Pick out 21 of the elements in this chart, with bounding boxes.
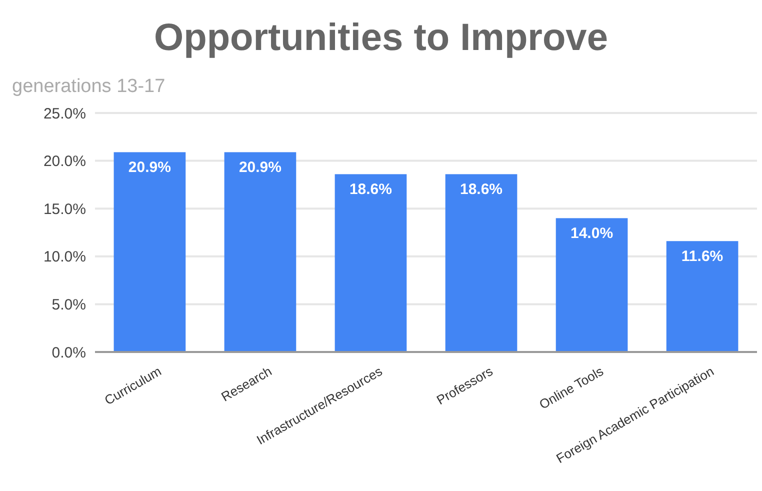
data-label: 18.6% — [460, 181, 503, 198]
chart-title: Opportunities to Improve — [154, 17, 608, 59]
bar — [445, 174, 518, 352]
data-label: 18.6% — [349, 181, 392, 198]
data-label: 11.6% — [681, 248, 724, 266]
y-tick-label: 20.0% — [43, 153, 86, 170]
y-tick-label: 10.0% — [43, 248, 86, 266]
chart-subtitle: generations 13-17 — [12, 76, 166, 97]
bar — [556, 218, 628, 352]
bar — [666, 241, 738, 352]
bar — [224, 152, 296, 352]
y-tick-label: 25.0% — [43, 105, 86, 122]
y-tick-label: 0.0% — [52, 344, 86, 362]
data-label: 14.0% — [570, 225, 614, 242]
data-label: 20.9% — [238, 159, 282, 176]
bar — [114, 152, 186, 352]
bar — [334, 174, 407, 352]
data-label: 20.9% — [128, 159, 171, 176]
y-tick-label: 5.0% — [52, 296, 86, 314]
x-tick-label: Online Tools — [536, 363, 606, 412]
y-tick-label: 15.0% — [43, 200, 86, 218]
